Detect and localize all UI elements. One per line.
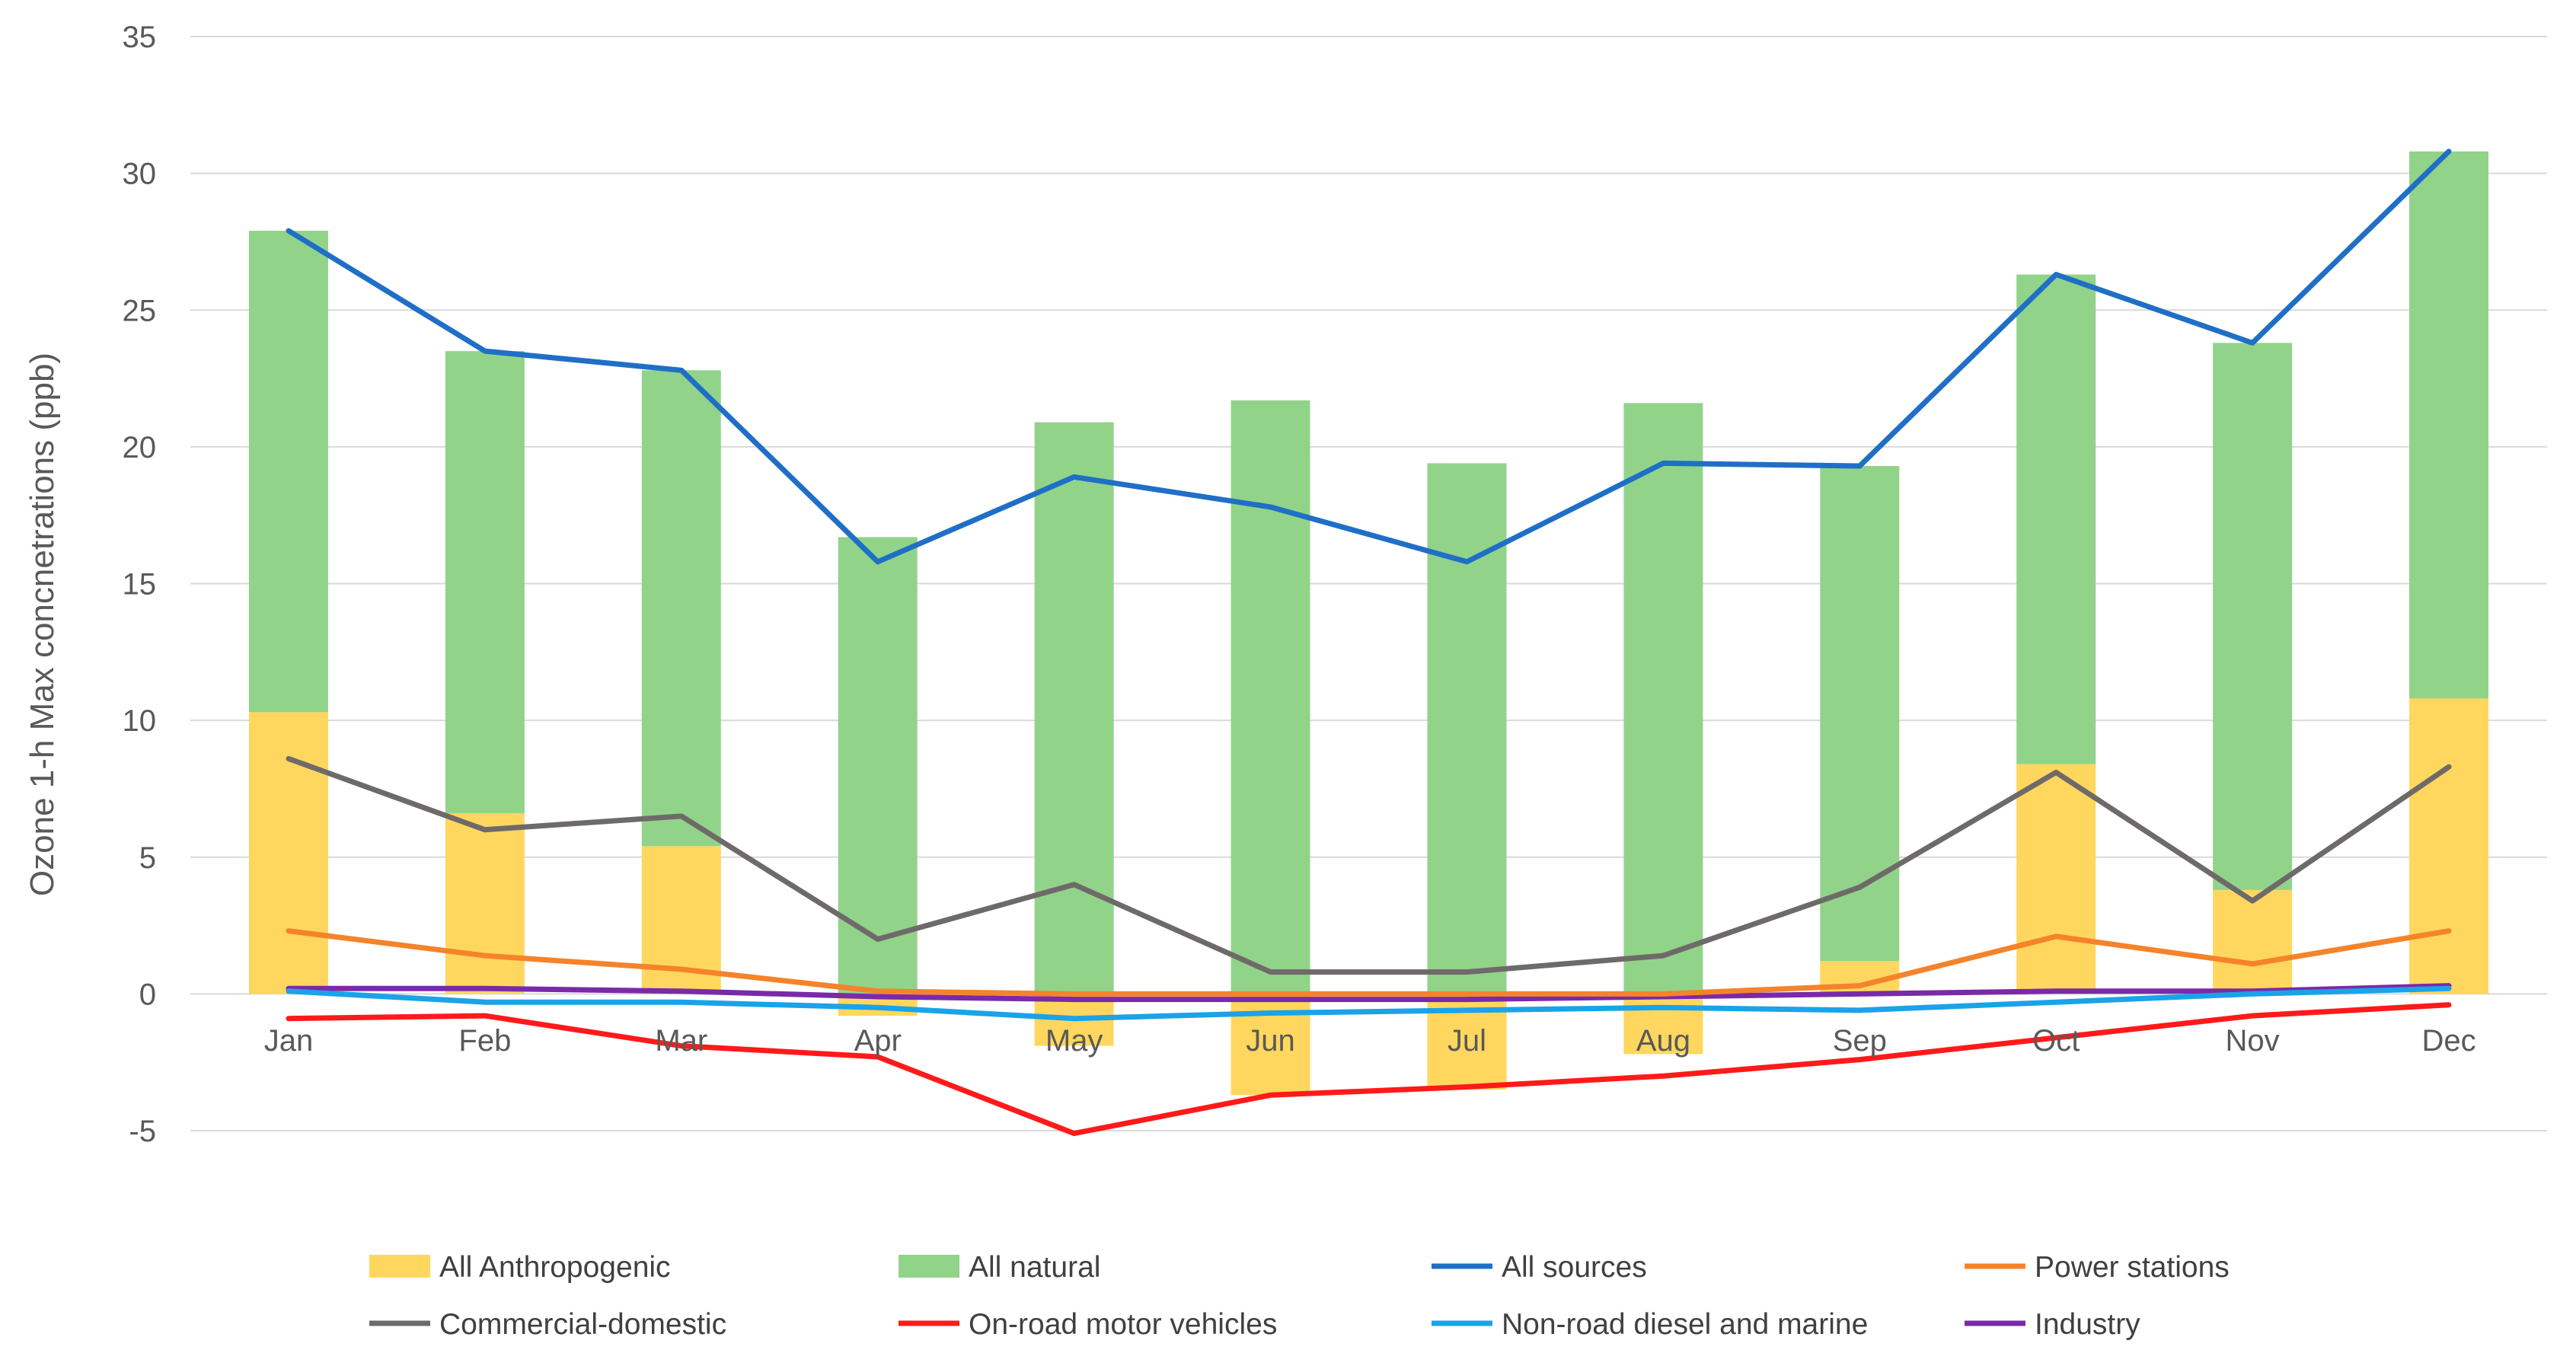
y-tick-label: 5 (139, 841, 156, 875)
y-tick-label: 10 (123, 704, 157, 738)
x-tick-label-apr: Apr (854, 1024, 902, 1058)
bar-all-natural-dec (2409, 151, 2489, 699)
x-tick-label-sep: Sep (1833, 1024, 1887, 1058)
legend-label-all-anthropogenic: All Anthropogenic (439, 1251, 671, 1284)
legend-swatch-all-anthropogenic (369, 1255, 430, 1278)
line-commercial-domestic (286, 755, 2452, 975)
x-tick-label-mar: Mar (655, 1024, 707, 1058)
bar-all-natural-feb (445, 351, 525, 814)
bar-all-natural-jul (1427, 463, 1507, 994)
line-industry (286, 983, 2452, 1003)
x-tick-label-jul: Jul (1448, 1024, 1486, 1058)
grid-layer (190, 36, 2547, 1131)
y-axis-ticks: 35 30 25 20 15 10 5 0 -5 (123, 21, 157, 1148)
x-tick-label-nov: Nov (2226, 1024, 2280, 1058)
bar-all-natural-jan (248, 231, 328, 713)
y-tick-label: 20 (123, 431, 157, 464)
y-tick-label: -5 (129, 1115, 156, 1148)
x-axis-ticks: Jan Feb Mar Apr May Jun Jul Aug Sep Oct Nov Dec (264, 1024, 2476, 1058)
y-tick-label: 0 (139, 978, 156, 1011)
legend-label-non-road-diesel-and-marine: Non-road diesel and marine (1502, 1308, 1868, 1341)
y-axis-title: Ozone 1-h Max concnetrations (ppb) (24, 353, 61, 896)
bar-layer (248, 151, 2489, 1096)
bar-all-natural-oct (2016, 274, 2096, 764)
x-tick-label-oct: Oct (2032, 1024, 2080, 1058)
bar-all-natural-may (1034, 422, 1114, 994)
x-tick-label-jun: Jun (1246, 1024, 1295, 1058)
legend-label-industry: Industry (2035, 1308, 2140, 1341)
line-non-road-diesel-and-marine (286, 985, 2452, 1022)
bar-all-anthropogenic-jan (248, 712, 328, 994)
legend-label-all-natural: All natural (969, 1251, 1100, 1284)
bar-all-natural-mar (641, 370, 721, 847)
legend: All Anthropogenic All natural All sources P… (369, 1251, 2230, 1341)
x-tick-label-feb: Feb (458, 1024, 511, 1058)
bar-all-natural-sep (1820, 466, 1900, 962)
bar-all-anthropogenic-nov (2213, 889, 2293, 994)
bar-all-anthropogenic-dec (2409, 698, 2489, 994)
line-on-road-motor-vehicles (286, 1002, 2452, 1137)
bar-all-anthropogenic-aug (1623, 994, 1703, 1055)
line-layer (286, 148, 2452, 1137)
x-tick-label-aug: Aug (1636, 1024, 1690, 1058)
legend-swatch-all-natural (899, 1255, 959, 1278)
bar-all-natural-jun (1231, 400, 1310, 994)
bar-all-anthropogenic-feb (445, 813, 525, 994)
legend-label-power-stations: Power stations (2035, 1251, 2230, 1284)
x-tick-label-jan: Jan (264, 1024, 314, 1058)
x-tick-label-dec: Dec (2421, 1024, 2475, 1058)
bar-all-natural-nov (2213, 343, 2293, 890)
y-tick-label: 35 (123, 21, 157, 54)
bar-all-anthropogenic-oct (2016, 764, 2096, 994)
y-tick-label: 25 (123, 294, 157, 327)
x-tick-label-may: May (1045, 1024, 1103, 1058)
legend-label-commercial-domestic: Commercial-domestic (439, 1308, 726, 1341)
legend-label-on-road-motor-vehicles: On-road motor vehicles (969, 1308, 1277, 1341)
bar-all-natural-aug (1623, 403, 1703, 994)
y-tick-label: 30 (123, 158, 157, 191)
bar-all-natural-apr (838, 537, 918, 994)
line-power-stations (286, 928, 2452, 997)
line-all-sources (286, 148, 2452, 565)
y-tick-label: 15 (123, 568, 157, 602)
legend-label-all-sources: All sources (1502, 1251, 1647, 1284)
